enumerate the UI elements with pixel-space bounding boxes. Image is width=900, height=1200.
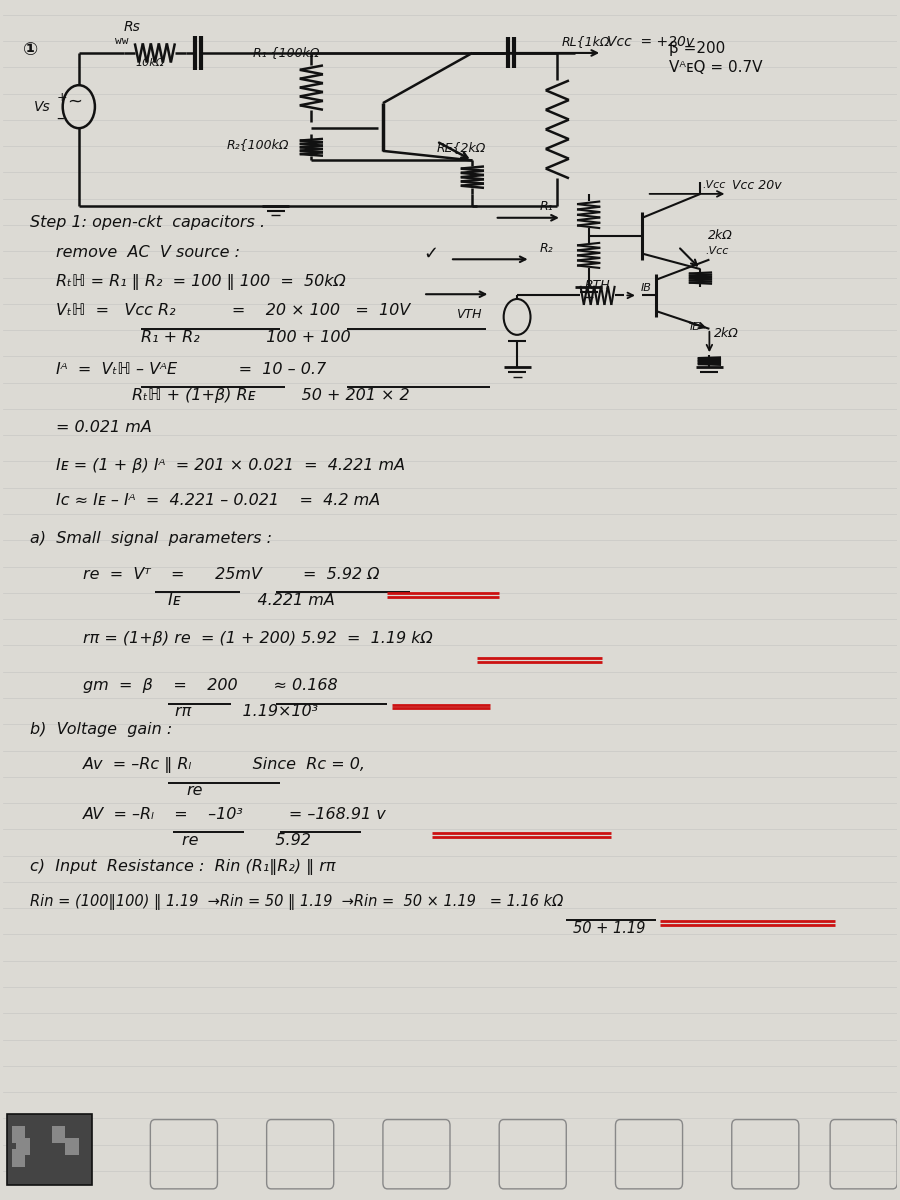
Text: ~: ~ xyxy=(67,92,82,110)
Text: 2kΩ: 2kΩ xyxy=(714,328,739,340)
Text: ww: ww xyxy=(115,36,129,46)
Text: rπ = (1+β) re  = (1 + 200) 5.92  =  1.19 kΩ: rπ = (1+β) re = (1 + 200) 5.92 = 1.19 kΩ xyxy=(84,631,433,646)
Text: RL{1kΩ: RL{1kΩ xyxy=(562,35,610,48)
Text: RE{2kΩ: RE{2kΩ xyxy=(436,142,486,155)
Text: Iᴇ = (1 + β) Iᴬ  = 201 × 0.021  =  4.221 mA: Iᴇ = (1 + β) Iᴬ = 201 × 0.021 = 4.221 mA xyxy=(57,458,406,473)
Text: VTH: VTH xyxy=(455,308,482,322)
Text: R₁ {100kΩ: R₁ {100kΩ xyxy=(253,46,320,59)
Text: +: + xyxy=(57,91,68,103)
Text: Vcc 20v: Vcc 20v xyxy=(732,179,781,192)
Bar xyxy=(12,1126,25,1144)
Text: Iᴬ  =  Vₜℍ – VᴬE            =  10 – 0.7: Iᴬ = Vₜℍ – VᴬE = 10 – 0.7 xyxy=(57,361,327,377)
Text: rπ          1.19×10³: rπ 1.19×10³ xyxy=(176,704,319,719)
Text: Vcc  = +20v: Vcc = +20v xyxy=(607,35,694,49)
Text: Av  = –Rc ‖ Rₗ            Since  Rc = 0,: Av = –Rc ‖ Rₗ Since Rc = 0, xyxy=(84,757,366,773)
Text: Vₜℍ  =   Vcc R₂           =    20 × 100   =  10V: Vₜℍ = Vcc R₂ = 20 × 100 = 10V xyxy=(57,304,410,318)
Text: –: – xyxy=(57,112,64,126)
Text: Rs: Rs xyxy=(124,20,141,34)
Bar xyxy=(7,1114,92,1186)
Text: 2kΩ: 2kΩ xyxy=(707,229,733,242)
Text: .Vcc: .Vcc xyxy=(705,246,728,256)
Text: b)  Voltage  gain :: b) Voltage gain : xyxy=(30,721,172,737)
Text: R₂: R₂ xyxy=(539,241,554,254)
Text: a)  Small  signal  parameters :: a) Small signal parameters : xyxy=(30,532,272,546)
Bar xyxy=(16,1138,30,1156)
Text: re: re xyxy=(186,784,202,798)
Text: VᴬᴇQ = 0.7V: VᴬᴇQ = 0.7V xyxy=(669,60,762,76)
Text: IB: IB xyxy=(641,283,652,293)
Text: Iᴄ ≈ Iᴇ – Iᴬ  =  4.221 – 0.021    =  4.2 mA: Iᴄ ≈ Iᴇ – Iᴬ = 4.221 – 0.021 = 4.2 mA xyxy=(57,493,381,509)
Text: Rin = (100‖100) ‖ 1.19  →Rin = 50 ‖ 1.19  →Rin =  50 × 1.19   = 1.16 kΩ: Rin = (100‖100) ‖ 1.19 →Rin = 50 ‖ 1.19 … xyxy=(30,894,562,911)
Text: re  =  Vᵀ    =      25mV        =  5.92 Ω: re = Vᵀ = 25mV = 5.92 Ω xyxy=(84,566,380,582)
Text: R₂{100kΩ: R₂{100kΩ xyxy=(227,138,289,151)
Text: 10kΩ: 10kΩ xyxy=(136,58,165,67)
Text: IE: IE xyxy=(689,322,700,331)
Text: Rₜℍ + (1+β) Rᴇ         50 + 201 × 2: Rₜℍ + (1+β) Rᴇ 50 + 201 × 2 xyxy=(132,388,410,403)
Text: gm  =  β    =    200       ≈ 0.168: gm = β = 200 ≈ 0.168 xyxy=(84,678,338,692)
Text: re               5.92: re 5.92 xyxy=(182,833,310,848)
Bar xyxy=(66,1138,79,1156)
Text: Rₜℍ = R₁ ‖ R₂  = 100 ‖ 100  =  50kΩ: Rₜℍ = R₁ ‖ R₂ = 100 ‖ 100 = 50kΩ xyxy=(57,274,346,290)
Text: Iᴇ               4.221 mA: Iᴇ 4.221 mA xyxy=(168,593,335,608)
Text: R₁: R₁ xyxy=(539,200,554,212)
Text: Vs: Vs xyxy=(33,100,50,114)
Text: R₁ + R₂             100 + 100: R₁ + R₂ 100 + 100 xyxy=(141,330,351,344)
Text: RTH: RTH xyxy=(585,278,610,292)
Bar xyxy=(52,1126,66,1144)
Text: c)  Input  Resistance :  Rin (R₁‖R₂) ‖ rπ: c) Input Resistance : Rin (R₁‖R₂) ‖ rπ xyxy=(30,859,335,875)
Text: Step 1: open-ckt  capacitors .: Step 1: open-ckt capacitors . xyxy=(30,215,265,230)
Text: ①: ① xyxy=(22,41,38,59)
Text: .Vcc: .Vcc xyxy=(702,180,725,191)
Text: 50 + 1.19: 50 + 1.19 xyxy=(573,920,646,936)
Text: = 0.021 mA: = 0.021 mA xyxy=(57,420,152,436)
Text: AV  = –Rₗ    =    –10³         = –168.91 v: AV = –Rₗ = –10³ = –168.91 v xyxy=(84,806,387,822)
Text: remove  AC  V source :: remove AC V source : xyxy=(57,245,240,259)
Text: ✓: ✓ xyxy=(423,245,438,263)
Text: β =200: β =200 xyxy=(669,41,725,56)
Bar xyxy=(12,1150,25,1168)
